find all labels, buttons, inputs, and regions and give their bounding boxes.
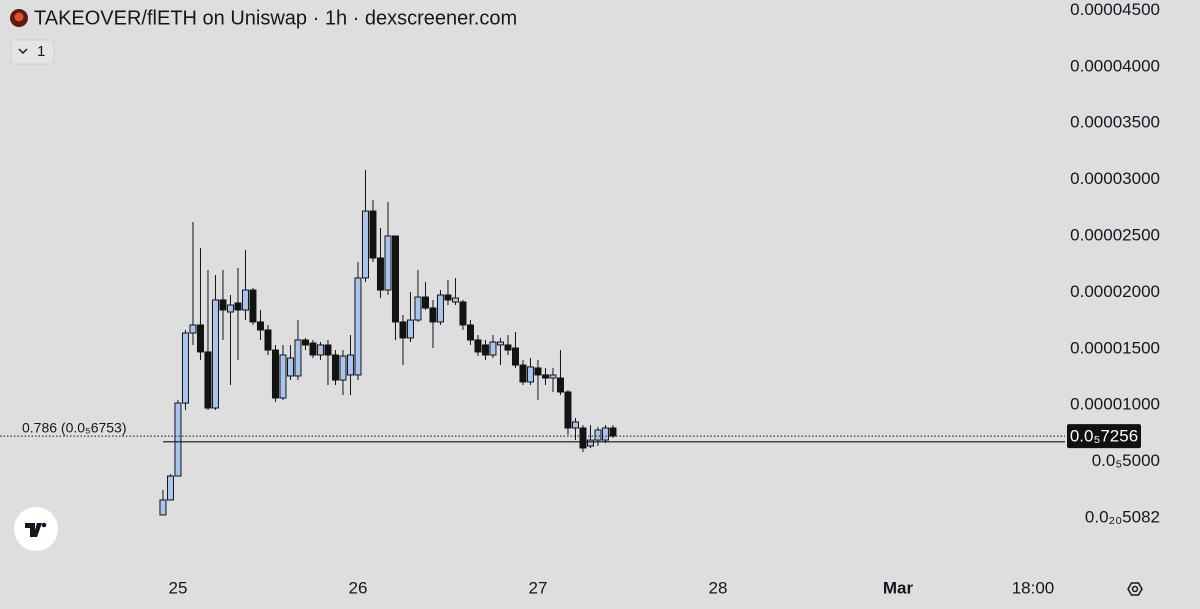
y-tick-label: 0.00001000 [1070,395,1160,414]
candle-body [609,427,617,437]
candle-body [361,210,369,279]
token-icon-face [14,12,24,22]
x-tick-label: 26 [349,578,368,597]
candle-body [534,367,542,376]
y-tick-label: 0.00004000 [1070,56,1160,75]
candle-body [219,299,227,311]
candle-body [159,499,167,516]
x-tick-label: 18:00 [1012,578,1055,597]
candle-body [249,289,257,323]
settings-dot [1131,585,1139,593]
candle-body [414,296,422,321]
x-tick-label: 28 [709,578,728,597]
settings-hexagon [1127,582,1143,596]
candle-body [526,366,534,383]
candle-body [594,429,602,441]
candle-body [301,339,309,346]
y-tick-label: 0.00001500 [1070,338,1160,357]
candle-body [354,277,362,376]
candle-body [556,377,564,393]
candle-body [601,427,609,441]
last-price-label: 0.0₅7256 [1070,427,1138,446]
candle-body [166,475,174,501]
candle-body [181,332,189,404]
candle-body [571,421,579,429]
candle-body [234,302,242,311]
candle-body [564,391,572,429]
logo-dot [41,522,47,528]
candle-body [369,210,377,259]
candle-body [549,374,557,379]
x-tick-label: 25 [169,578,188,597]
candle-body [444,294,452,301]
candle-body [226,304,234,313]
candle-body [399,321,407,339]
candle-body [316,344,324,356]
chart-title: TAKEOVER/flETH on Uniswap · 1h · dexscre… [34,7,517,29]
chevron-icon [18,48,28,55]
candle-body [346,354,354,376]
candle-body [496,341,504,346]
candle-body [489,341,497,356]
candle-body [309,342,317,356]
candle-body [241,289,249,311]
candle-body [579,427,587,449]
candle-body [189,324,197,334]
candle-body [391,235,399,323]
indicator-toggle-label: 1 [37,43,45,60]
candle-body [324,344,332,356]
y-tick-label: 0.00004500 [1070,0,1160,19]
indicator-toggle[interactable] [10,39,55,65]
candle-body [504,344,512,351]
candle-body [481,344,489,356]
candle-body [541,374,549,379]
candle-body [519,364,527,383]
candle-body [376,257,384,291]
tradingview-logo[interactable] [14,507,58,551]
candle-body [331,354,339,381]
candle-body [286,357,294,377]
candle-body [466,324,474,341]
candle-body [196,324,204,353]
logo-mark [25,523,42,537]
last-price-badge [1067,424,1141,449]
candle-body [436,294,444,323]
y-tick-label: 0.00003000 [1070,169,1160,188]
candle-body [294,339,302,377]
x-tick-label: 27 [529,578,548,597]
candle-body [421,296,429,309]
settings-icon[interactable] [1127,582,1143,596]
candle-body [204,351,212,409]
candle-body [406,319,414,339]
y-tick-label: 0.00003500 [1070,113,1160,132]
candle-body [264,329,272,351]
candle-body [211,299,219,409]
candle-body [474,339,482,353]
x-tick-label: Mar [883,578,914,597]
fib-level-label: 0.786 (0.0₅6753) [22,420,127,436]
candle-body [279,354,287,399]
y-tick-label: 0.00002000 [1070,282,1160,301]
y-tick-label: 0.0₂₀5082 [1085,507,1160,526]
candle-body [451,297,459,303]
candle-body [174,402,182,477]
y-tick-label: 0.00002500 [1070,225,1160,244]
candle-body [459,301,467,326]
candle-body [256,321,264,331]
candle-body [511,347,519,366]
candle-body [271,349,279,399]
header: TAKEOVER/flETH on Uniswap · 1h · dexscre… [10,7,517,65]
y-tick-label: 0.0₅5000 [1092,451,1160,470]
candle-body [429,307,437,323]
candle-body [339,355,347,381]
candle-body [586,439,594,447]
plot-area [0,169,1065,516]
candle-body [384,235,392,291]
